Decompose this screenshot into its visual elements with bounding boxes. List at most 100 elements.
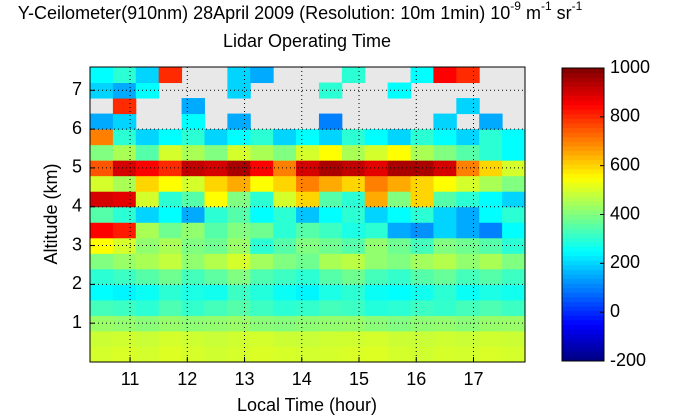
heat-cell	[112, 67, 137, 84]
heat-cell	[364, 315, 389, 332]
heat-cell	[90, 144, 114, 161]
heat-cell	[387, 191, 412, 208]
colorbar-segment	[562, 191, 604, 197]
heat-cell	[227, 191, 251, 208]
colorbar-segment	[562, 338, 604, 344]
heat-cell	[273, 284, 297, 301]
heat-cell	[204, 253, 228, 270]
heat-cell	[364, 299, 389, 316]
heat-cell	[364, 206, 389, 223]
y-tick-label: 1	[72, 312, 82, 332]
heat-cell	[341, 268, 366, 285]
colorbar-segment	[562, 287, 604, 293]
heat-cell	[296, 160, 320, 177]
heat-cell	[204, 222, 228, 239]
heat-cell	[204, 206, 228, 223]
heat-cell	[135, 82, 160, 99]
heat-cell	[456, 253, 480, 270]
colorbar-segment	[562, 241, 604, 248]
heat-cell	[204, 315, 228, 332]
heat-cell	[456, 346, 480, 363]
heat-cell	[410, 222, 434, 239]
heat-cell	[158, 299, 183, 316]
heat-cell	[250, 222, 274, 239]
heat-cell	[90, 237, 114, 254]
heat-cell	[135, 268, 160, 285]
heat-cell	[250, 67, 274, 84]
heat-cell	[181, 191, 205, 208]
heat-cell	[90, 67, 114, 84]
heat-cell	[135, 253, 160, 270]
heat-cell	[364, 160, 389, 177]
heat-cell	[341, 67, 366, 84]
colorbar-segment	[562, 100, 604, 106]
heat-cell	[158, 191, 183, 208]
heat-cell	[433, 237, 457, 254]
heat-cell	[479, 268, 503, 285]
heat-cell	[456, 268, 480, 285]
heat-cell	[318, 191, 343, 208]
heat-cell	[341, 129, 366, 146]
colorbar-segment	[562, 255, 604, 261]
heat-cell	[296, 222, 320, 239]
heat-cell	[181, 113, 205, 130]
heat-cell	[502, 144, 526, 161]
heat-cell	[479, 346, 503, 363]
heat-cell	[227, 206, 251, 223]
heat-cell	[204, 346, 228, 363]
heat-cell	[158, 284, 183, 301]
heat-cell	[318, 129, 343, 146]
colorbar-segment	[562, 260, 604, 266]
heat-cell	[433, 175, 457, 192]
heat-cell	[456, 67, 480, 84]
heat-cell	[227, 67, 251, 84]
heat-cell	[250, 315, 274, 332]
y-tick-label: 7	[72, 79, 82, 99]
heat-cell	[181, 315, 205, 332]
colorbar-segment	[562, 95, 604, 101]
colorbar-segment	[562, 173, 604, 179]
colorbar-segment	[562, 127, 604, 133]
colorbar-segment	[562, 136, 604, 142]
heat-cell	[318, 175, 343, 192]
heat-cell	[502, 206, 526, 223]
heat-cell	[433, 67, 457, 84]
heat-cell	[433, 113, 457, 130]
x-axis-label: Local Time (hour)	[237, 395, 377, 415]
heat-cell	[456, 129, 480, 146]
heat-cell	[250, 206, 274, 223]
colorbar-segment	[562, 269, 604, 275]
colorbar-segment	[562, 113, 604, 119]
heat-cell	[90, 82, 114, 99]
heat-cell	[318, 206, 343, 223]
heat-cell	[273, 129, 297, 146]
heat-cell	[433, 144, 457, 161]
heat-cell	[433, 191, 457, 208]
colorbar-segment	[562, 196, 604, 202]
heat-cell	[273, 222, 297, 239]
heat-cell	[135, 284, 160, 301]
heat-cell	[318, 299, 343, 316]
colorbar-segment	[562, 118, 604, 124]
colorbar-segment	[562, 104, 604, 110]
heat-cell	[112, 191, 137, 208]
heat-cell	[158, 129, 183, 146]
heat-cell	[90, 129, 114, 146]
heat-cell	[318, 144, 343, 161]
heat-cell	[250, 160, 274, 177]
heat-cell	[410, 144, 434, 161]
heat-cell	[181, 206, 205, 223]
heat-cell	[387, 284, 412, 301]
heat-cell	[479, 175, 503, 192]
x-tick-label: 14	[292, 369, 312, 389]
heat-cell	[433, 299, 457, 316]
heat-cell	[364, 175, 389, 192]
heat-cell	[90, 222, 114, 239]
colorbar-segment	[562, 292, 604, 298]
heat-cell	[227, 144, 251, 161]
heat-cell	[341, 237, 366, 254]
colorbar-segment	[562, 278, 604, 284]
heat-cell	[364, 191, 389, 208]
heat-cell	[502, 191, 526, 208]
colorbar-segment	[562, 237, 604, 243]
